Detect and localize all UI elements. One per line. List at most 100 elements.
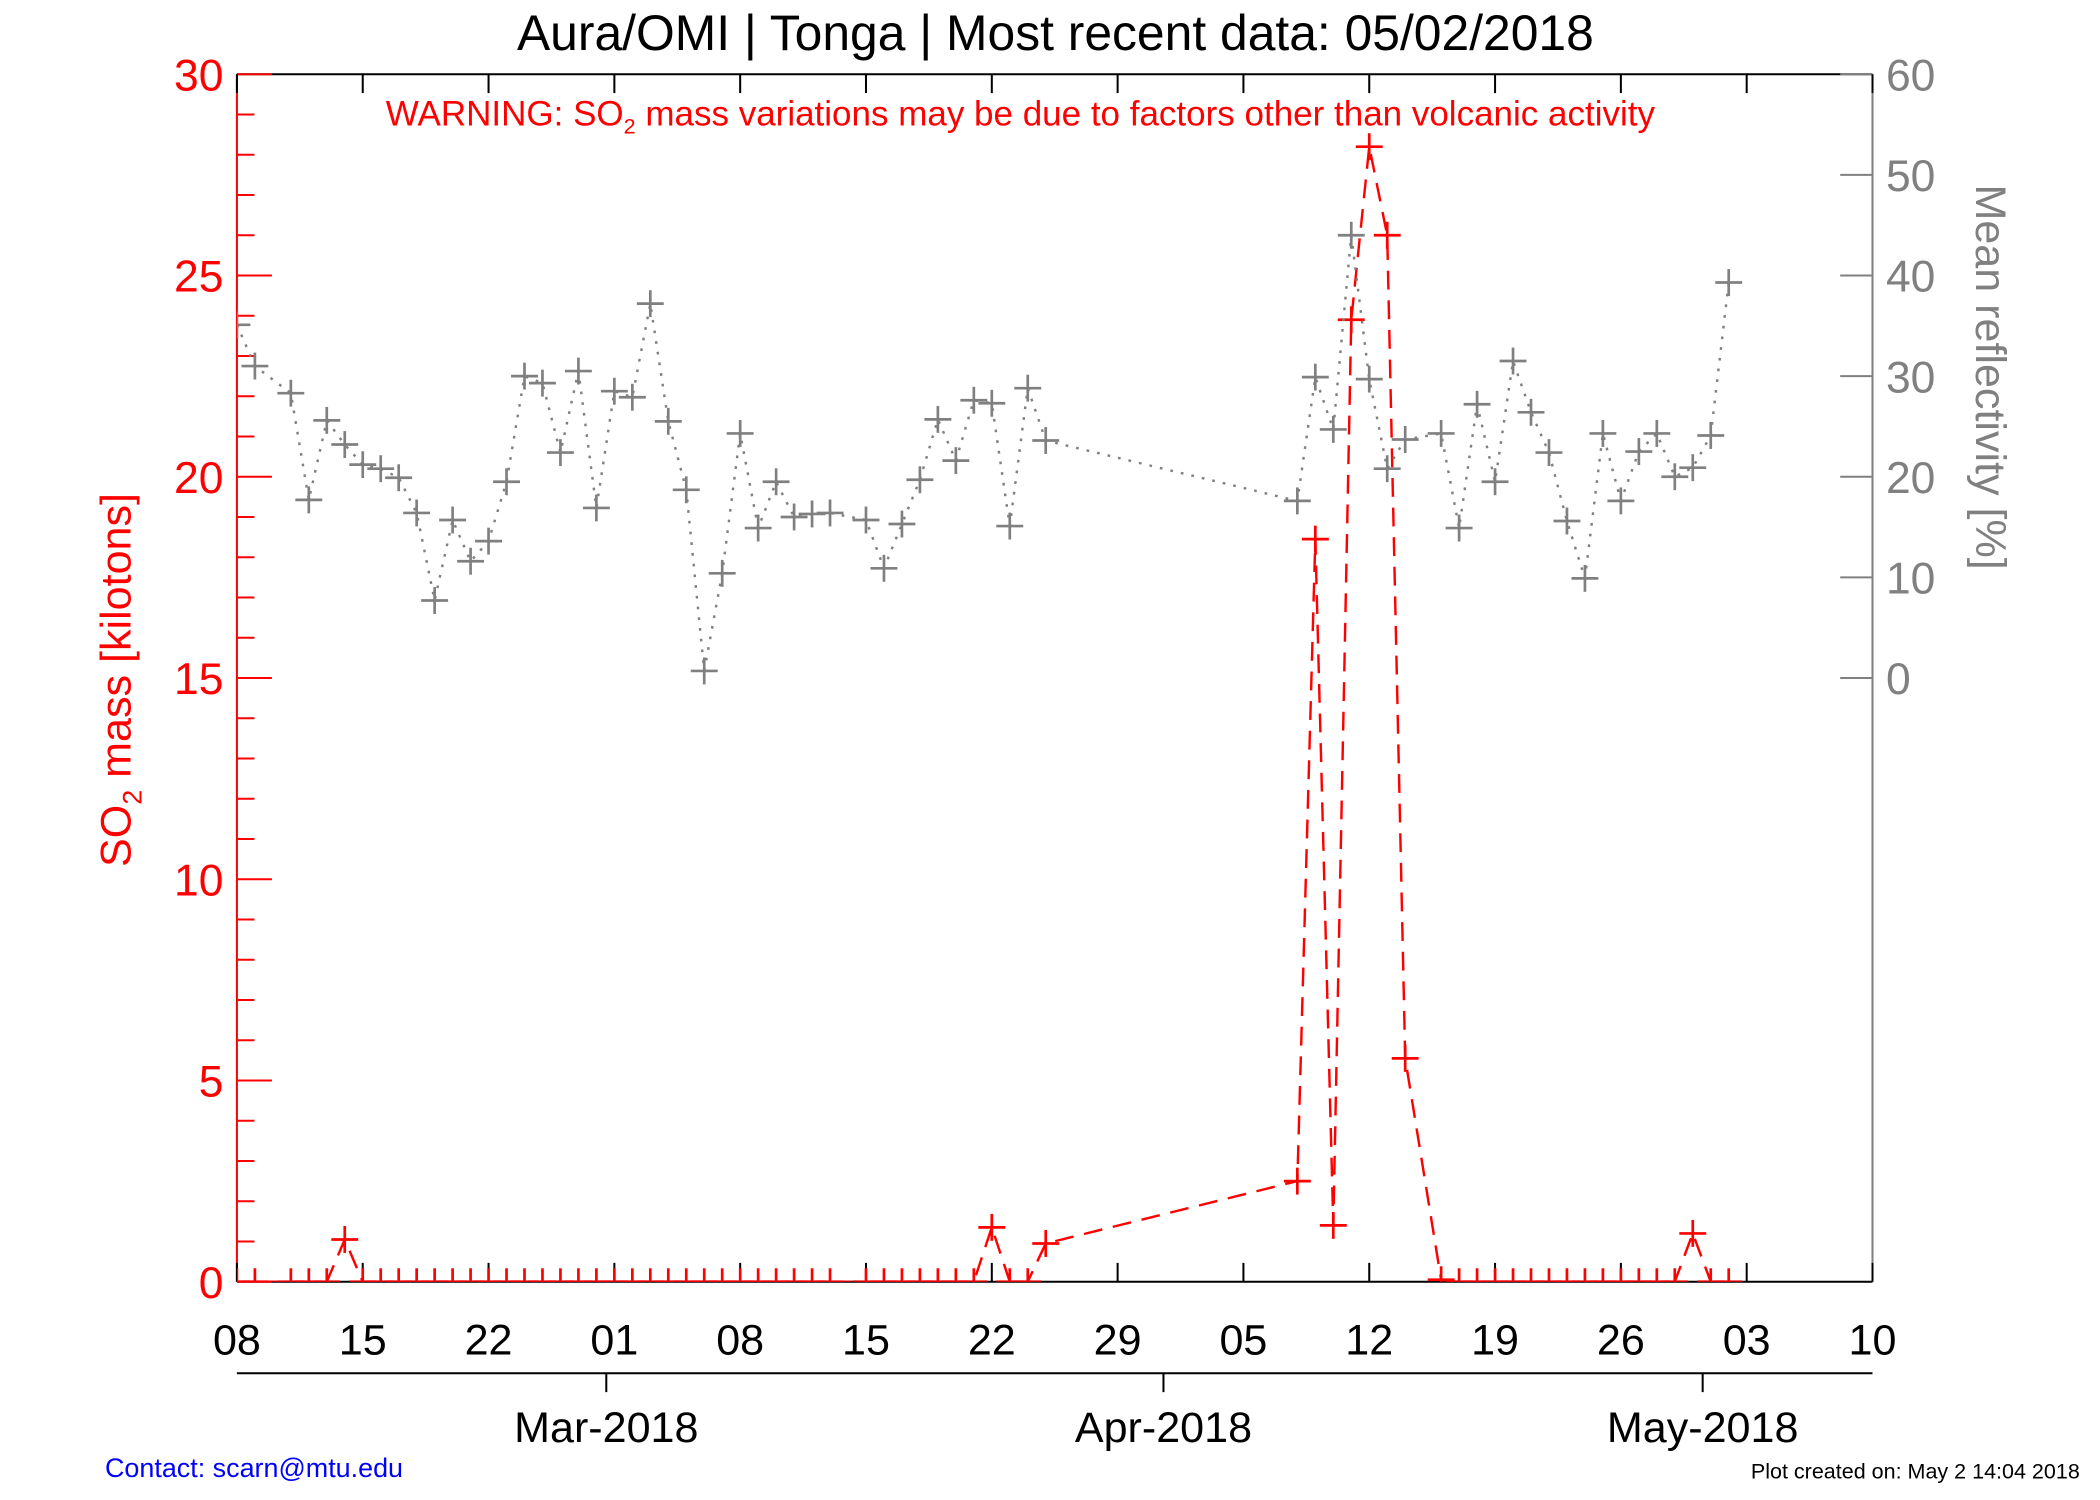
reflectivity-point — [708, 559, 736, 587]
right-tick-label: 10 — [1886, 555, 1935, 604]
reflectivity-point — [780, 503, 808, 531]
x-tick-label: 15 — [339, 1316, 387, 1364]
so2-point — [726, 1268, 754, 1282]
x-tick-label: 12 — [1345, 1316, 1393, 1364]
reflectivity-point — [1715, 269, 1743, 296]
x-tick-label: 22 — [465, 1316, 513, 1364]
so2-point — [1373, 221, 1401, 249]
reflectivity-point — [1607, 487, 1635, 515]
reflectivity-point — [1355, 365, 1383, 393]
reflectivity-point — [924, 405, 952, 433]
reflectivity-point — [241, 352, 269, 380]
so2-point — [708, 1268, 736, 1282]
plot-created-text: Plot created on: May 2 14:04 2018 — [1751, 1459, 2080, 1483]
so2-point — [295, 1268, 323, 1282]
so2-point — [241, 1268, 269, 1282]
left-tick-label: 5 — [199, 1058, 224, 1107]
reflectivity-point — [1553, 507, 1581, 535]
so2-point — [1535, 1268, 1563, 1282]
reflectivity-point — [1571, 564, 1599, 592]
reflectivity-point — [475, 527, 503, 555]
left-tick-label: 30 — [174, 51, 223, 100]
so2-point — [331, 1226, 359, 1253]
left-tick-label: 20 — [174, 454, 223, 503]
reflectivity-point — [618, 383, 646, 411]
reflectivity-point — [852, 506, 880, 534]
so2-point — [1319, 1211, 1347, 1239]
x-tick-label: 01 — [590, 1316, 638, 1364]
reflectivity-point — [1014, 374, 1042, 402]
so2-point — [511, 1268, 538, 1282]
so2-point — [313, 1268, 341, 1282]
ylabel-sub: 2 — [117, 790, 147, 805]
so2-point — [816, 1268, 844, 1282]
warning-prefix: WARNING: SO — [386, 94, 624, 133]
so2-point — [906, 1268, 934, 1282]
left-tick-label: 10 — [174, 856, 223, 905]
reflectivity-point — [385, 464, 413, 492]
reflectivity-point — [1499, 347, 1527, 375]
x-tick-label: 26 — [1597, 1316, 1645, 1364]
reflectivity-point — [313, 406, 341, 434]
reflectivity-point — [236, 311, 251, 339]
reflectivity-point — [582, 494, 610, 522]
reflectivity-point — [511, 362, 538, 390]
reflectivity-point — [1661, 463, 1689, 491]
reflectivity-point — [1679, 454, 1707, 482]
reflectivity-point — [564, 357, 592, 385]
warning-sub: 2 — [624, 114, 636, 138]
so2-point — [1697, 1268, 1725, 1282]
reflectivity-point — [277, 379, 305, 407]
reflectivity-point — [493, 468, 520, 496]
x-tick-label: 08 — [716, 1316, 764, 1364]
x-tick-label: 10 — [1849, 1316, 1897, 1364]
reflectivity-point — [457, 547, 485, 575]
warning-text: WARNING: SO2 mass variations may be due … — [386, 94, 1656, 138]
reflectivity-point — [996, 512, 1024, 540]
reflectivity-point — [672, 476, 700, 504]
so2-point — [367, 1268, 395, 1282]
right-tick-label: 20 — [1886, 454, 1935, 503]
ylabel-prefix: SO — [93, 805, 141, 867]
so2-point — [1625, 1268, 1653, 1282]
reflectivity-point — [690, 657, 718, 685]
so2-point — [1014, 1268, 1042, 1282]
so2-point — [564, 1268, 592, 1282]
reflectivity-point — [367, 455, 395, 483]
so2-point — [493, 1268, 520, 1282]
so2-point — [1589, 1268, 1617, 1282]
reflectivity-point — [600, 377, 628, 405]
so2-point — [1553, 1268, 1581, 1282]
so2-line — [236, 146, 1729, 1282]
so2-point — [996, 1268, 1024, 1282]
so2-point — [600, 1268, 628, 1282]
contact-link[interactable]: Contact: scarn@mtu.edu — [105, 1453, 403, 1483]
reflectivity-point — [529, 369, 556, 397]
y-axis-label-right: Mean reflectivity [%] — [1966, 184, 2014, 569]
so2-point — [780, 1268, 808, 1282]
so2-point — [403, 1268, 431, 1282]
reflectivity-point — [906, 466, 934, 494]
so2-point — [870, 1268, 898, 1282]
x-tick-label: 22 — [968, 1316, 1016, 1364]
so2-point — [1661, 1268, 1689, 1282]
reflectivity-point — [295, 486, 323, 514]
reflectivity-point — [726, 420, 754, 447]
so2-point — [690, 1268, 718, 1282]
so2-point — [672, 1268, 700, 1282]
so2-point — [385, 1268, 413, 1282]
so2-point — [475, 1268, 503, 1282]
month-label: Mar-2018 — [514, 1404, 698, 1452]
so2-point — [1481, 1268, 1509, 1282]
so2-point — [654, 1268, 682, 1282]
so2-point — [546, 1268, 574, 1282]
reflectivity-point — [1032, 427, 1060, 454]
x-tick-label: 03 — [1723, 1316, 1771, 1364]
reflectivity-point — [1643, 420, 1671, 447]
so2-point — [1283, 1167, 1311, 1195]
reflectivity-point — [942, 447, 970, 475]
so2-point — [924, 1268, 952, 1282]
reflectivity-point — [349, 451, 377, 479]
